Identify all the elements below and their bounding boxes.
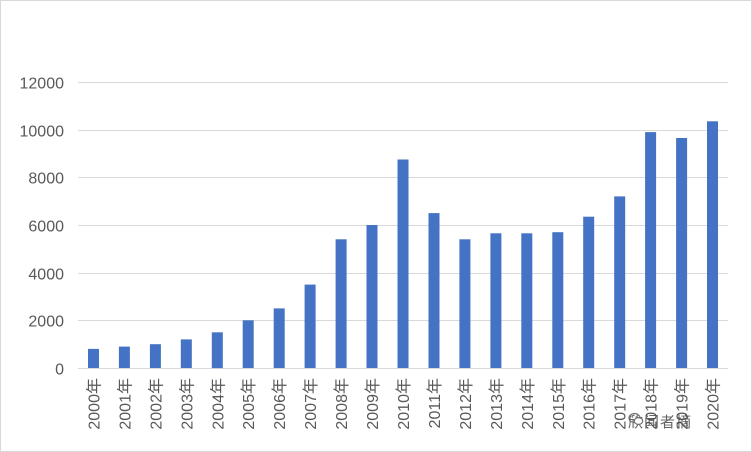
x-tick-label: 2013年 xyxy=(488,378,506,430)
bar xyxy=(149,344,161,368)
x-tick-label: 2009年 xyxy=(364,378,382,430)
y-tick-label: 6000 xyxy=(28,219,64,236)
bar xyxy=(583,216,595,368)
x-tick-label: 2008年 xyxy=(333,378,351,430)
bar xyxy=(428,213,440,368)
x-tick-label: 2017年 xyxy=(612,378,630,430)
x-tick-label: 2016年 xyxy=(581,378,599,430)
x-tick-label: 2007年 xyxy=(302,378,320,430)
bar xyxy=(707,121,718,368)
bar xyxy=(304,284,316,368)
watermark-text: 欣闻者摘 xyxy=(628,413,693,431)
bar xyxy=(397,159,409,368)
x-tick-label: 2014年 xyxy=(519,378,537,430)
wechat-icon xyxy=(628,412,644,426)
bar xyxy=(118,346,130,368)
x-tick-label: 2002年 xyxy=(147,378,165,430)
bar xyxy=(645,132,657,368)
bar xyxy=(211,332,223,369)
bar xyxy=(88,348,99,368)
x-tick-label: 2000年 xyxy=(85,378,103,430)
bar xyxy=(335,239,347,368)
x-tick-label: 2020年 xyxy=(705,378,723,430)
y-tick-label: 8000 xyxy=(28,171,64,188)
y-tick-label: 2000 xyxy=(28,314,64,331)
x-tick-label: 2019年 xyxy=(674,378,692,430)
bar xyxy=(676,138,688,368)
x-tick-label: 2018年 xyxy=(643,378,661,430)
bar xyxy=(459,239,471,368)
bar xyxy=(273,308,285,368)
y-tick-label: 12000 xyxy=(20,76,65,93)
x-tick-label: 2001年 xyxy=(116,378,134,430)
bar xyxy=(242,320,254,368)
x-tick-label: 2011年 xyxy=(426,378,444,428)
x-axis-ticks: 2000年 2001年 2002年 2003年 2004年 2005年 2006年 2007年… xyxy=(85,378,722,430)
bar xyxy=(614,196,626,368)
y-tick-label: 0 xyxy=(55,362,64,379)
bar xyxy=(180,339,192,368)
x-tick-label: 2015年 xyxy=(550,378,568,430)
x-tick-label: 2005年 xyxy=(240,378,258,430)
x-tick-label: 2003年 xyxy=(178,378,196,430)
bar xyxy=(490,233,502,368)
x-tick-label: 2010年 xyxy=(395,378,413,430)
y-tick-label: 10000 xyxy=(20,124,65,141)
bar xyxy=(552,232,564,368)
x-tick-label: 2006年 xyxy=(271,378,289,430)
bar xyxy=(521,233,533,368)
bar xyxy=(366,225,378,368)
y-tick-label: 4000 xyxy=(28,267,64,284)
watermark: 欣闻者摘 xyxy=(628,411,692,432)
bar-series xyxy=(88,121,718,369)
y-axis-ticks: 0 2000 4000 6000 8000 10000 12000 xyxy=(20,76,65,379)
x-tick-label: 2004年 xyxy=(209,378,227,430)
x-tick-label: 2012年 xyxy=(457,378,475,430)
